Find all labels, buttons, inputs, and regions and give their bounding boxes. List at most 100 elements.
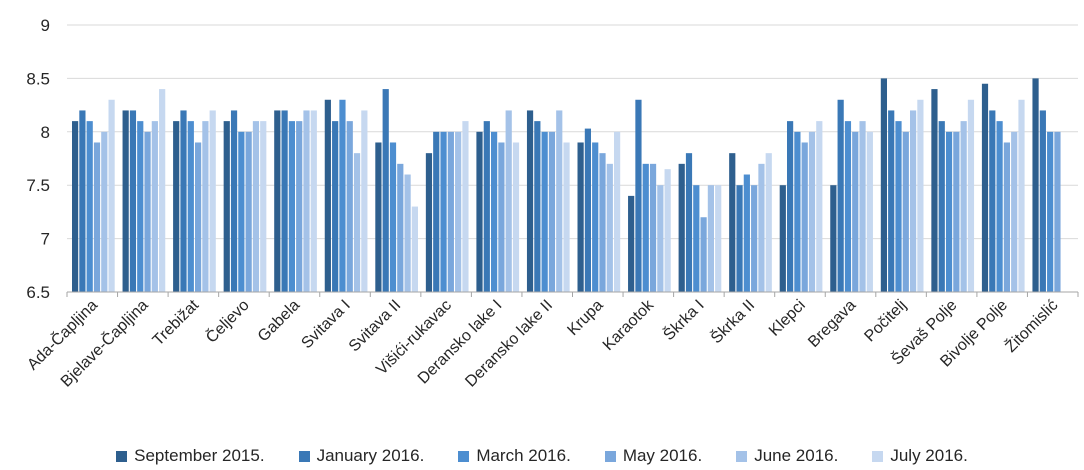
legend-item: September 2015.	[116, 446, 265, 466]
bar	[664, 169, 671, 292]
x-tick-label: Karaotok	[600, 296, 658, 354]
x-tick-label: Žitomislić	[1001, 295, 1062, 356]
bar	[541, 131, 548, 292]
legend-swatch	[604, 450, 616, 462]
bar	[751, 185, 758, 292]
bar	[209, 110, 216, 292]
bar	[614, 131, 621, 292]
legend-swatch	[458, 450, 470, 462]
bar	[635, 99, 642, 292]
bar	[389, 142, 397, 292]
y-tick-label: 6.5	[26, 283, 50, 302]
bar	[230, 110, 238, 292]
bar	[223, 121, 230, 293]
bar	[693, 185, 700, 292]
legend-label: January 2016.	[316, 446, 425, 465]
bar	[425, 153, 433, 292]
bar	[303, 110, 310, 292]
bar	[129, 110, 137, 292]
bar	[353, 153, 361, 292]
bar	[512, 142, 520, 292]
bar	[736, 185, 743, 292]
bar	[910, 110, 917, 292]
bar	[245, 131, 252, 292]
bar	[960, 121, 967, 293]
bar	[945, 131, 953, 292]
bar	[758, 163, 765, 292]
bar	[274, 110, 281, 292]
bar	[534, 121, 541, 293]
x-tick-label: Gabela	[255, 297, 304, 346]
bar	[346, 121, 353, 293]
bar	[996, 121, 1003, 293]
bar	[715, 185, 722, 292]
bar	[361, 110, 368, 292]
bar	[505, 110, 512, 292]
bar	[685, 153, 693, 292]
bar	[173, 121, 180, 293]
bar	[895, 121, 902, 293]
x-tick-label: Bregava	[805, 297, 859, 351]
bar	[93, 142, 101, 292]
bar	[584, 128, 591, 292]
x-tick-label: Škrka I	[659, 295, 708, 344]
bar	[79, 110, 86, 292]
y-tick-label: 7	[41, 230, 50, 249]
bar	[1018, 99, 1025, 292]
bar	[917, 99, 924, 292]
bar	[159, 89, 166, 292]
bar	[888, 110, 895, 292]
bar	[440, 131, 447, 292]
bar	[187, 121, 194, 293]
legend-swatch	[872, 450, 884, 462]
bar	[859, 121, 866, 293]
bar	[787, 121, 794, 293]
bar	[649, 163, 657, 292]
bar	[563, 142, 570, 292]
x-tick-label: Čeljevo	[202, 295, 253, 346]
legend-item: July 2016.	[872, 446, 968, 466]
x-tick-label: Počitelj	[861, 297, 909, 345]
bar	[729, 153, 736, 292]
bar	[1039, 110, 1046, 292]
bar	[433, 131, 440, 292]
legend-item: June 2016.	[736, 446, 838, 466]
bar	[397, 163, 404, 292]
bar	[801, 142, 808, 292]
bar	[1047, 131, 1054, 292]
bar	[498, 142, 505, 292]
bar	[931, 89, 938, 292]
legend-swatch	[116, 450, 128, 462]
bar	[382, 89, 389, 292]
bar	[852, 131, 859, 292]
bar	[411, 206, 418, 292]
bar	[1054, 131, 1061, 292]
bar	[765, 153, 772, 292]
y-tick-label: 8	[41, 123, 50, 142]
bar	[1003, 142, 1010, 292]
bar	[375, 142, 382, 292]
bar	[238, 131, 245, 292]
chart-legend: September 2015. January 2016. March 2016. M…	[0, 446, 1084, 466]
bar	[151, 121, 158, 293]
bar	[202, 121, 209, 293]
bar	[816, 121, 823, 293]
bar	[808, 131, 816, 292]
bar	[707, 185, 714, 292]
x-tick-label: Trebižat	[150, 296, 203, 349]
bar	[967, 99, 975, 292]
bar	[548, 131, 556, 292]
bar	[556, 110, 563, 292]
bar	[137, 121, 144, 293]
bar	[260, 121, 267, 293]
legend-swatch	[736, 450, 748, 462]
x-tick-label: Bjelave-Čapljina	[56, 295, 151, 390]
x-tick-label: Klepci	[766, 297, 809, 340]
legend-item: May 2016.	[604, 446, 702, 466]
bar	[72, 121, 79, 293]
bar	[483, 121, 490, 293]
bar	[108, 99, 115, 292]
bar	[794, 131, 801, 292]
bar	[476, 131, 483, 292]
bar	[195, 142, 202, 292]
